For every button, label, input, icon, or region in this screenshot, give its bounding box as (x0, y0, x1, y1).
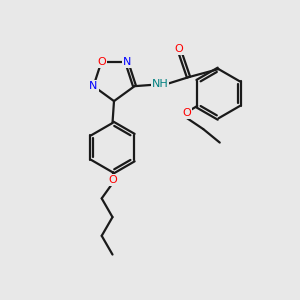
Text: N: N (122, 57, 131, 67)
Text: O: O (108, 175, 117, 185)
Text: N: N (89, 81, 98, 91)
Text: O: O (97, 57, 106, 67)
Text: O: O (182, 109, 191, 118)
Text: NH: NH (152, 79, 168, 89)
Text: O: O (174, 44, 183, 54)
